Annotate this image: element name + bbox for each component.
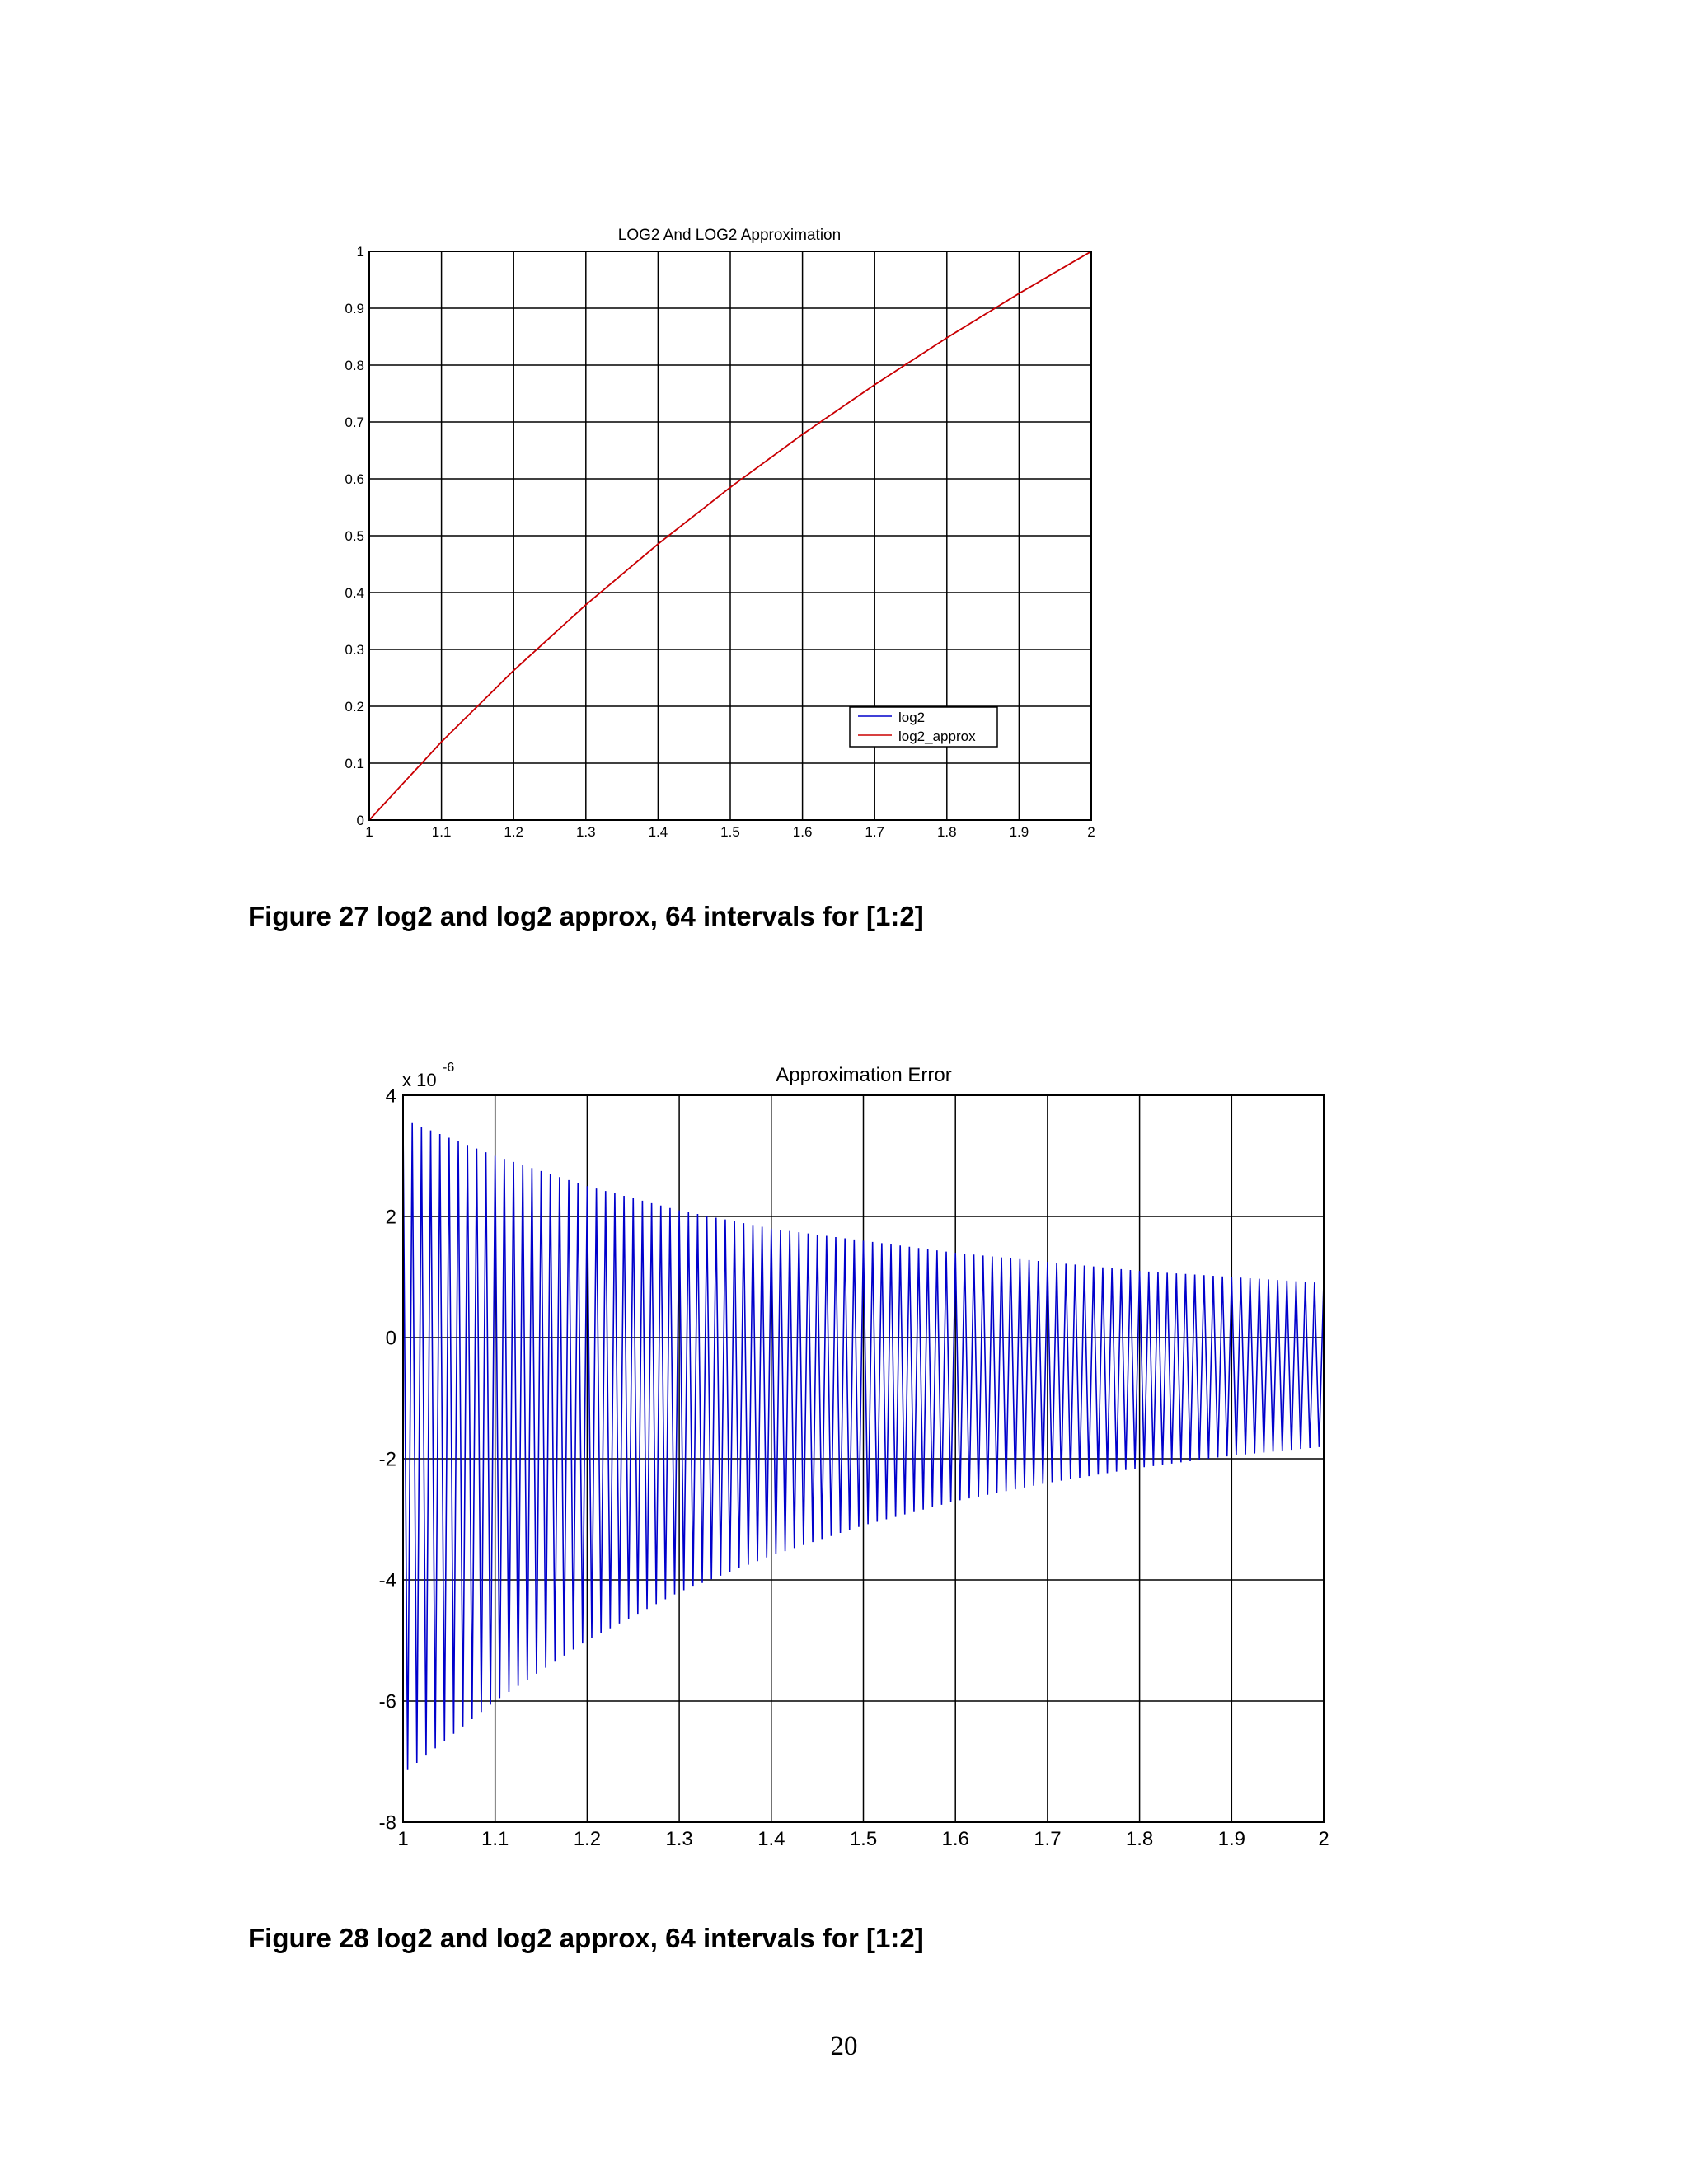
chart1-x-tick-label: 1.9 (1010, 824, 1029, 840)
chart1-y-tick-label: 0.2 (345, 699, 364, 715)
chart2-y-tick-label: 0 (386, 1327, 396, 1349)
chart1-legend: log2 log2_approx (849, 706, 998, 748)
chart1-legend-box (849, 706, 998, 748)
chart1-y-tick-label: 0.8 (345, 358, 364, 373)
chart1-x-tick-label: 1 (365, 824, 373, 840)
chart1-plot-frame (368, 251, 1092, 821)
chart2-y-ticks: -8 -6 -4 -2 0 2 4 (379, 1085, 396, 1834)
chart2-x-tick-label: 1.3 (665, 1828, 692, 1850)
chart-approximation-error: Approximation Error x 10 -6 1 1.1 1.2 1.3 1.… (379, 1061, 1329, 1850)
chart1-y-tick-label: 0.9 (345, 301, 364, 316)
chart1-y-tick-label: 0.5 (345, 528, 364, 544)
chart-log2-approximation: LOG2 And LOG2 Approximation 1 1.1 1.2 1.3 1.… (345, 227, 1095, 840)
page-number: 20 (830, 2032, 858, 2061)
chart2-x-tick-label: 1.9 (1218, 1828, 1245, 1850)
chart2-x-tick-label: 1.1 (481, 1828, 509, 1850)
chart1-x-tick-label: 1.2 (504, 824, 523, 840)
chart2-x-tick-label: 1.6 (942, 1828, 969, 1850)
chart1-legend-label-log2-approx: log2_approx (898, 729, 976, 744)
chart1-x-tick-label: 1.7 (865, 824, 884, 840)
chart2-series-line-error (402, 1119, 1325, 1770)
chart1-y-ticks: 0 0.1 0.2 0.3 0.4 0.5 0.6 0.7 0.8 0.9 1 (345, 244, 364, 828)
chart2-x-tick-label: 1.7 (1034, 1828, 1061, 1850)
chart2-x-tick-label: 2 (1318, 1828, 1329, 1850)
chart1-x-tick-label: 1.1 (432, 824, 452, 840)
chart2-x-tick-label: 1 (397, 1828, 408, 1850)
chart2-x-tick-label: 1.2 (574, 1828, 601, 1850)
chart2-y-tick-label: -4 (379, 1569, 396, 1591)
chart2-x-tick-label: 1.5 (850, 1828, 877, 1850)
chart1-y-tick-label: 0.7 (345, 415, 364, 430)
chart2-y-tick-label: -2 (379, 1448, 396, 1470)
chart1-x-tick-label: 1.8 (937, 824, 957, 840)
chart2-x-tick-label: 1.4 (757, 1828, 785, 1850)
chart1-title: LOG2 And LOG2 Approximation (618, 227, 841, 244)
chart2-y-tick-label: 4 (386, 1085, 396, 1107)
chart1-x-tick-label: 2 (1087, 824, 1095, 840)
figure-27-caption: Figure 27 log2 and log2 approx, 64 inter… (248, 901, 924, 931)
chart2-x-tick-label: 1.8 (1126, 1828, 1153, 1850)
chart2-y-exponent: -6 (443, 1061, 454, 1075)
chart2-y-tick-label: -6 (379, 1690, 396, 1713)
chart1-y-tick-label: 1 (357, 244, 364, 260)
chart1-lines (368, 251, 1092, 821)
chart2-lines (402, 1119, 1325, 1770)
chart1-x-ticks: 1 1.1 1.2 1.3 1.4 1.5 1.6 1.7 1.8 1.9 2 (365, 824, 1095, 840)
chart1-series-line-log2-approx (368, 251, 1092, 821)
chart2-y-tick-label: 2 (386, 1206, 396, 1228)
chart1-x-tick-label: 1.3 (576, 824, 596, 840)
chart1-x-tick-label: 1.6 (793, 824, 813, 840)
chart1-y-tick-label: 0.4 (345, 585, 364, 601)
chart2-y-tick-label: -8 (379, 1811, 396, 1834)
figure-28-caption: Figure 28 log2 and log2 approx, 64 inter… (248, 1923, 924, 1953)
chart2-plot-frame (402, 1094, 1325, 1823)
chart1-x-tick-label: 1.5 (720, 824, 740, 840)
chart1-y-tick-label: 0 (357, 813, 364, 828)
chart2-x-ticks: 1 1.1 1.2 1.3 1.4 1.5 1.6 1.7 1.8 1.9 2 (397, 1828, 1329, 1850)
chart1-y-tick-label: 0.1 (345, 756, 364, 771)
chart1-y-tick-label: 0.3 (345, 642, 364, 658)
chart2-y-exponent-label: x 10 (402, 1070, 437, 1090)
chart2-title: Approximation Error (776, 1064, 951, 1086)
chart1-x-tick-label: 1.4 (649, 824, 668, 840)
chart1-y-tick-label: 0.6 (345, 471, 364, 487)
chart1-legend-label-log2: log2 (898, 710, 925, 725)
